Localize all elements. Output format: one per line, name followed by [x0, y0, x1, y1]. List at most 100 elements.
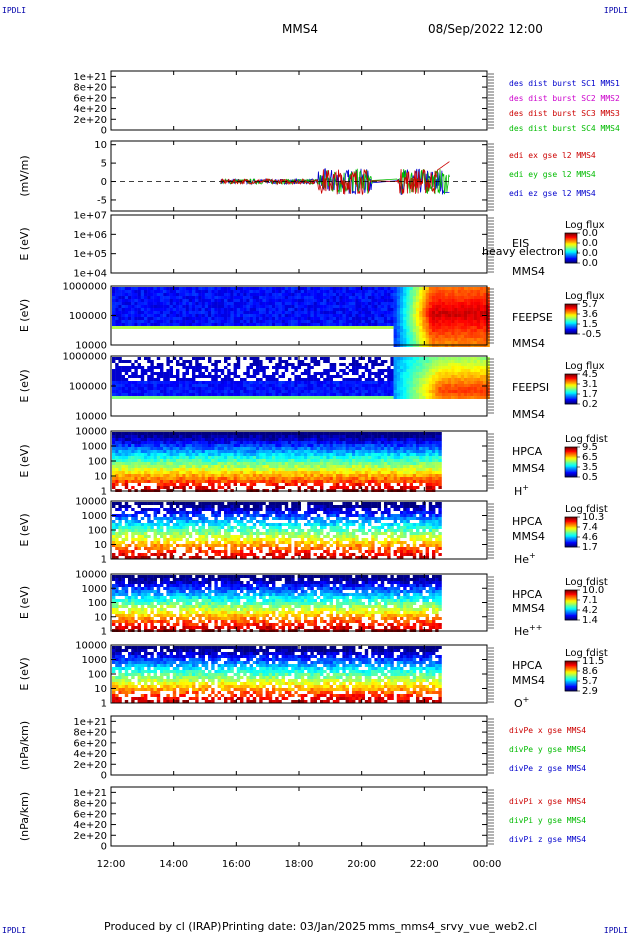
panel-feepse-heatmap-cell	[470, 290, 473, 293]
panel-hpca-h-heatmap-cell	[294, 477, 297, 480]
panel-feepsi-heatmap-cell	[464, 369, 467, 372]
panel-feepsi-heatmap-cell	[435, 384, 438, 387]
panel-feepsi-heatmap-cell	[237, 375, 240, 378]
panel-hpca-h-heatmap-cell	[214, 480, 217, 483]
panel-hpca-h-heatmap-cell	[253, 468, 256, 471]
panel-hpca-h-heatmap-cell	[294, 438, 297, 441]
panel-feepse-heatmap-cell	[314, 317, 317, 320]
panel-hpca-h-heatmap-cell	[118, 465, 121, 468]
panel-feepsi-heatmap-cell	[422, 384, 425, 387]
panel-hpca-h-heatmap-cell	[234, 462, 237, 465]
panel-hpca-h-heatmap-cell	[294, 462, 297, 465]
panel-feepse-heatmap-cell	[131, 299, 134, 302]
panel-feepsi-heatmap-cell	[112, 360, 115, 363]
panel-feepse-heatmap-cell	[416, 308, 419, 311]
panel-hpca-h-heatmap-cell	[131, 462, 134, 465]
panel-feepse-heatmap-cell	[154, 311, 157, 314]
panel-hpca-h-heatmap-cell	[330, 438, 333, 441]
panel-hpca-h-heatmap-cell	[246, 468, 249, 471]
panel-hpca-h-heatmap-cell	[339, 444, 342, 447]
panel-feepse-heatmap-cell	[272, 290, 275, 293]
panel-hpca-h-heatmap-cell	[160, 450, 163, 453]
panel-hpca-h-heatmap-cell	[330, 453, 333, 456]
panel-feepsi-heatmap-cell	[304, 372, 307, 375]
panel-feepse-heatmap-cell	[445, 332, 448, 335]
panel-feepsi-heatmap-cell	[166, 369, 169, 372]
panel-feepsi-heatmap-cell	[205, 381, 208, 384]
panel-feepse-heatmap-cell	[454, 326, 457, 329]
panel-feepsi-heatmap-cell	[387, 390, 390, 393]
panel-feepsi-heatmap-cell	[406, 387, 409, 390]
panel-feepse-heatmap-cell	[195, 326, 198, 329]
panel-feepse-heatmap-cell	[464, 335, 467, 338]
panel-hpca-h-heatmap-cell	[154, 459, 157, 462]
panel-feepsi-heatmap-cell	[147, 378, 150, 381]
panel-hpca-h-heatmap-cell	[310, 480, 313, 483]
panel-feepsi-heatmap-cell	[118, 369, 121, 372]
panel-feepsi-heatmap-cell	[362, 372, 365, 375]
panel-feepsi-heatmap-cell	[483, 396, 486, 399]
panel-hpca-h-heatmap-cell	[237, 465, 240, 468]
panel-feepsi-heatmap-cell	[173, 396, 176, 399]
panel-hpca-h-heatmap-cell	[224, 477, 227, 480]
panel-feepse-heatmap-cell	[362, 320, 365, 323]
panel-hpca-h-heatmap-cell	[221, 474, 224, 477]
panel-hpca-h-heatmap-cell	[115, 453, 118, 456]
panel-feepse-heatmap-cell	[282, 299, 285, 302]
panel-feepse-heatmap-cell	[288, 302, 291, 305]
panel-feepse-heatmap-cell	[480, 293, 483, 296]
panel-feepse-heatmap-cell	[118, 302, 121, 305]
panel-feepse-heatmap-cell	[150, 305, 153, 308]
panel-hpca-h-heatmap-cell	[224, 468, 227, 471]
panel-feepse-heatmap-cell	[147, 293, 150, 296]
panel-feepse-heatmap-cell	[218, 296, 221, 299]
panel-hpca-h-heatmap-cell	[237, 432, 240, 435]
panel-feepsi-heatmap-cell	[384, 396, 387, 399]
panel-feepse-heatmap-cell	[413, 302, 416, 305]
panel-feepsi-heatmap-cell	[480, 369, 483, 372]
panel-hpca-h-heatmap-cell	[186, 435, 189, 438]
panel-feepse-heatmap-cell	[189, 299, 192, 302]
panel-feepse-heatmap-cell	[250, 326, 253, 329]
panel-feepsi-heatmap-cell	[413, 387, 416, 390]
panel-feepsi-heatmap-cell	[301, 387, 304, 390]
panel-feepsi-heatmap-cell	[374, 390, 377, 393]
panel-hpca-h-heatmap-cell	[339, 447, 342, 450]
panel-feepsi-heatmap-cell	[131, 363, 134, 366]
panel-feepsi-heatmap-cell	[419, 393, 422, 396]
panel-hpca-h-heatmap-cell	[211, 438, 214, 441]
panel-feepse-heatmap-cell	[467, 302, 470, 305]
panel-feepsi-heatmap-cell	[310, 357, 313, 360]
panel-feepse-heatmap-cell	[118, 311, 121, 314]
panel-feepse-heatmap-cell	[464, 293, 467, 296]
panel-hpca-h-heatmap-cell	[285, 438, 288, 441]
panel-feepsi-heatmap-cell	[253, 363, 256, 366]
panel-hpca-h-heatmap-cell	[269, 456, 272, 459]
panel-feepse-heatmap-cell	[467, 332, 470, 335]
panel-feepse-heatmap-cell	[365, 320, 368, 323]
panel-feepse-heatmap-cell	[246, 293, 249, 296]
panel-feepse-heatmap-cell	[448, 317, 451, 320]
panel-feepse-heatmap-cell	[435, 287, 438, 290]
panel-feepsi-heatmap-cell	[378, 381, 381, 384]
panel-feepse-heatmap-cell	[470, 341, 473, 344]
panel-feepsi-heatmap-cell	[179, 393, 182, 396]
panel-hpca-h-heatmap-cell	[291, 438, 294, 441]
panel-feepse-heatmap-cell	[397, 302, 400, 305]
panel-feepse-heatmap-cell	[307, 305, 310, 308]
panel-hpca-h-heatmap-cell	[131, 450, 134, 453]
panel-hpca-h-heatmap-cell	[317, 468, 320, 471]
panel-feepse-heatmap-cell	[477, 311, 480, 314]
panel-hpca-h-heatmap-cell	[326, 468, 329, 471]
panel-feepsi-heatmap-cell	[349, 384, 352, 387]
panel-feepsi-heatmap-cell	[451, 366, 454, 369]
panel-hpca-h-heatmap-cell	[253, 471, 256, 474]
panel-hpca-h-heatmap-cell	[246, 465, 249, 468]
panel-feepsi-heatmap-cell	[467, 366, 470, 369]
panel-feepse-heatmap-cell	[131, 302, 134, 305]
panel-feepse-heatmap-cell	[131, 293, 134, 296]
panel-feepse-heatmap-cell	[218, 287, 221, 290]
panel-hpca-h-heatmap-cell	[278, 432, 281, 435]
panel-hpca-h-heatmap-cell	[182, 456, 185, 459]
